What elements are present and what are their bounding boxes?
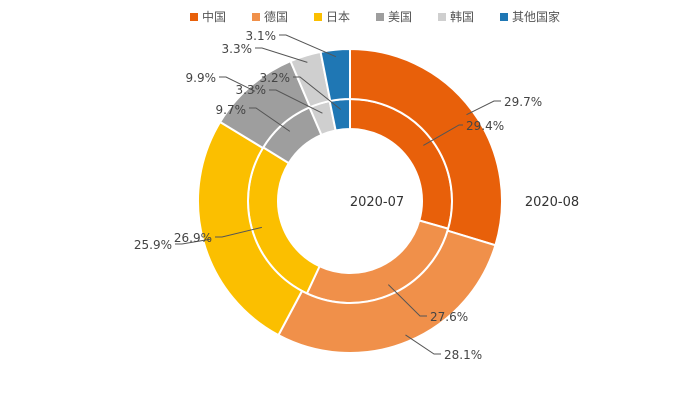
- leader-line: [255, 47, 308, 63]
- leader-line: [387, 284, 427, 317]
- data-label-2020-08-中国: 29.7%: [504, 95, 542, 109]
- leader-lines: [175, 34, 501, 355]
- legend-swatch: [190, 13, 198, 21]
- leader-line: [466, 100, 501, 116]
- legend-item-label[interactable]: 美国: [388, 10, 412, 24]
- legend-item-label[interactable]: 其他国家: [512, 9, 560, 24]
- leader-line: [219, 76, 256, 92]
- leader-line: [175, 238, 211, 245]
- inner-ring-name: 2020-07: [350, 195, 404, 210]
- legend-swatch: [500, 13, 508, 21]
- data-label-2020-07-其他国家: 3.2%: [260, 71, 291, 85]
- legend-swatch: [314, 13, 322, 21]
- legend-item-label[interactable]: 德国: [264, 9, 288, 24]
- legend-item-label[interactable]: 韩国: [450, 9, 474, 24]
- data-labels: 29.4%27.6%26.9%9.7%3.3%3.2%29.7%28.1%25.…: [134, 29, 542, 362]
- leader-line: [215, 226, 262, 238]
- legend-swatch: [252, 13, 260, 21]
- leader-line: [423, 124, 463, 146]
- leader-line: [293, 76, 342, 110]
- leader-line: [269, 89, 323, 114]
- legend: 中国 德国 日本 美国 韩国 其他国家: [190, 9, 560, 24]
- data-label-2020-07-德国: 27.6%: [430, 310, 468, 324]
- leader-line: [405, 334, 441, 355]
- outer-ring-name: 2020-08: [525, 195, 579, 210]
- legend-item-label[interactable]: 日本: [326, 10, 350, 24]
- legend-swatch: [376, 13, 384, 21]
- data-label-2020-08-日本: 25.9%: [134, 238, 172, 252]
- slice-2020-08-日本[interactable]: [197, 120, 304, 337]
- data-label-2020-08-其他国家: 3.1%: [246, 29, 277, 43]
- data-label-2020-08-美国: 9.9%: [186, 71, 217, 85]
- data-label-2020-08-德国: 28.1%: [444, 348, 482, 362]
- legend-swatch: [438, 13, 446, 21]
- data-label-2020-07-韩国: 3.3%: [236, 83, 267, 97]
- data-label-2020-07-中国: 29.4%: [466, 119, 504, 133]
- slice-2020-08-其他国家[interactable]: [319, 47, 351, 103]
- legend-item-label[interactable]: 中国: [202, 9, 226, 24]
- slice-2020-08-德国[interactable]: [277, 229, 497, 354]
- data-label-2020-07-美国: 9.7%: [216, 103, 247, 117]
- leader-line: [279, 34, 337, 58]
- data-label-2020-07-日本: 26.9%: [174, 231, 212, 245]
- leader-line: [249, 107, 291, 132]
- slice-2020-08-中国[interactable]: [349, 47, 503, 247]
- chart-slices: [197, 47, 503, 354]
- data-label-2020-08-韩国: 3.3%: [222, 42, 253, 56]
